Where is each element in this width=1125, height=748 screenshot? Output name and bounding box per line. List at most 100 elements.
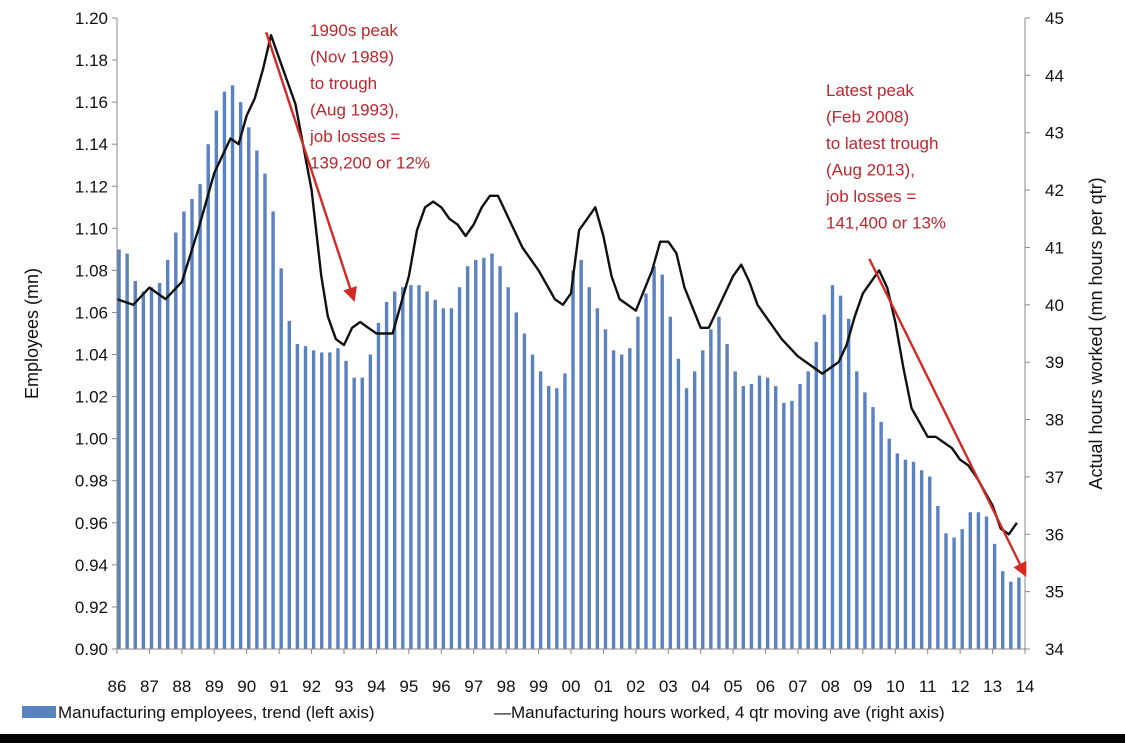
x-tick-label: 11 [919,677,937,696]
left-tick-label: 1.08 [75,261,108,280]
x-tick-label: 96 [432,677,451,696]
annotation-text-line: Latest peak [826,81,914,100]
employee-bar [376,322,381,649]
right-tick-label: 40 [1045,296,1064,315]
employee-bar [344,360,348,649]
employee-bar [425,291,429,649]
employee-bar [571,270,575,649]
annotation-text-line: (Aug 1993), [310,101,399,120]
left-tick-label: 1.12 [75,177,108,196]
right-axis-title: Actual hours worked (mn hours per qtr) [1086,177,1106,489]
employee-bar [547,386,551,649]
employee-bar [433,299,437,649]
left-tick-label: 1.16 [75,93,108,112]
left-tick-label: 0.96 [75,514,108,533]
x-tick-label: 13 [983,677,1002,696]
employee-bar [482,257,486,649]
annotation-text-line: to trough [310,74,377,93]
employee-bar [417,285,421,649]
employee-bar [563,373,567,649]
left-axis-title: Employees (mn) [22,268,42,399]
employee-bar [287,320,291,649]
employee-bar [782,402,786,649]
right-tick-label: 39 [1045,353,1064,372]
employee-bar [271,211,275,649]
employee-bar [125,253,129,649]
right-tick-label: 44 [1045,66,1064,85]
employee-bar [952,537,956,649]
x-tick-label: 06 [756,677,775,696]
employee-bar [928,476,932,649]
x-tick-label: 91 [270,677,289,696]
employee-bar [465,266,470,649]
employee-bar [960,529,964,649]
employee-bar [206,144,210,649]
employee-bar [741,386,745,649]
legend-label-employees: Manufacturing employees, trend (left axi… [58,703,375,722]
legend-label-hours: —Manufacturing hours worked, 4 qtr movin… [494,703,945,722]
employee-bar [855,371,859,649]
axes: 0.90 0.92 0.94 0.96 0.98 1.00 1.02 1.04 1.06 1.08… [22,9,1106,696]
employee-bar [133,280,137,649]
employee-bar [976,512,981,649]
employee-bar [911,461,916,649]
employee-bar [660,274,664,649]
x-tick-label: 97 [464,677,483,696]
employee-bar [165,259,170,649]
employee-bar [790,400,794,649]
employee-bar [1017,577,1021,649]
annotation-text-line: to latest trough [826,134,938,153]
employee-bar [944,533,948,649]
employee-bar [474,259,478,649]
x-tick-label: 93 [335,677,354,696]
employee-bar [903,459,908,649]
right-tick-label: 41 [1045,238,1064,257]
employee-bar [717,316,721,649]
bottom-rule [0,734,1125,743]
annotation-text-line: (Nov 1989) [310,48,394,67]
x-tick-label: 14 [1016,677,1035,696]
employee-bar [384,301,389,649]
employee-bar [774,386,778,649]
employee-bar [352,377,356,649]
employee-bar [676,358,681,649]
employee-bar [765,377,770,649]
employee-bar [587,287,591,649]
left-tick-label: 0.98 [75,472,108,491]
annotation-arrow [265,31,357,302]
employee-bar [182,211,186,649]
employee-bar [1001,571,1005,649]
employee-bar [684,388,689,649]
employee-bar [198,184,202,649]
employee-bar [530,354,535,649]
right-tick-label: 42 [1045,181,1064,200]
left-tick-label: 1.18 [75,51,108,70]
x-tick-label: 08 [821,677,840,696]
x-tick-label: 95 [399,677,418,696]
employee-bar [506,287,510,649]
employee-bar [644,293,648,649]
annotations: 1990s peak (Nov 1989) to trough (Aug 1993),… [265,21,1027,577]
employee-bar [457,287,462,649]
employee-bar [449,308,454,649]
employee-bar [328,352,332,649]
employee-bar [668,316,673,649]
annotation-text-line: (Feb 2008) [826,108,909,127]
employee-bar [603,329,608,649]
x-tick-label: 01 [594,677,613,696]
employee-bar [709,329,713,649]
employee-bar [887,438,891,649]
employee-bar [871,407,875,649]
left-tick-label: 0.94 [75,556,108,575]
employee-bar [174,232,178,650]
left-tick-label: 1.02 [75,388,108,407]
x-tick-label: 98 [497,677,516,696]
x-tick-label: 10 [886,677,905,696]
x-tick-label: 02 [626,677,645,696]
employee-bar [968,512,972,649]
right-tick-label: 38 [1045,411,1064,430]
employee-bar [401,287,405,649]
employee-bar [830,285,835,649]
